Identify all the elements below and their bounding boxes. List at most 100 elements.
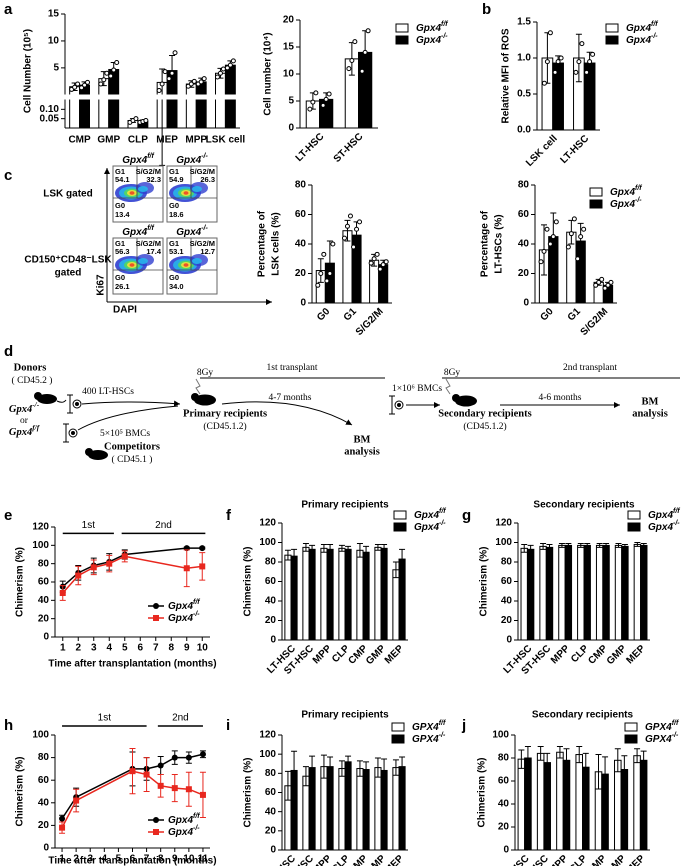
y-axis-label: Chimerism (%)	[243, 546, 254, 616]
y-tick-label: 120	[259, 518, 276, 529]
data-point	[359, 68, 365, 74]
data-point	[166, 76, 172, 82]
y-tick-label: 100	[259, 537, 276, 548]
y-axis-label: Cell number (10⁴)	[263, 32, 274, 115]
y-tick-label: 100	[32, 730, 49, 741]
y-tick-label: 60	[498, 776, 510, 787]
x-tick-label: 6	[137, 643, 143, 654]
legend-marker	[153, 829, 159, 835]
error-bar	[338, 544, 345, 552]
y-axis-label: Percentage of	[480, 210, 491, 277]
error-bar	[356, 542, 363, 558]
legend-swatch	[589, 187, 603, 197]
y-tick-label: 0	[300, 298, 306, 309]
data-point	[578, 234, 584, 240]
y-tick-label: 40	[38, 595, 50, 606]
column-header: Gpx4-/-	[176, 225, 208, 237]
bar	[392, 569, 400, 641]
data-point	[172, 50, 178, 56]
data-point	[383, 259, 389, 265]
error-bar	[614, 748, 621, 773]
x-tick-label: G1	[342, 306, 360, 324]
y-tick-label: 20	[283, 15, 295, 26]
radiation-icon	[195, 378, 201, 395]
y-tick-label: 60	[38, 775, 50, 786]
row-label: CD150⁺CD48⁻LSK	[24, 255, 112, 266]
data-point	[191, 78, 197, 84]
panel-label: f	[226, 507, 232, 524]
x-tick-label: GMP	[97, 135, 120, 146]
data-point	[201, 76, 207, 82]
error-bar	[634, 542, 641, 547]
gate-value: 12.7	[200, 247, 215, 256]
data-point	[114, 59, 120, 65]
error-bar	[363, 761, 370, 778]
x-tick-label: 10	[183, 854, 195, 865]
data-point	[352, 39, 358, 45]
error-bar	[621, 543, 628, 549]
data-point	[313, 90, 319, 96]
legend-label: GPX4f/f	[412, 720, 446, 732]
legend-swatch	[393, 522, 407, 532]
data-point	[552, 69, 558, 75]
bar	[633, 543, 642, 641]
y-tick-label: 80	[518, 180, 530, 191]
bar	[614, 759, 622, 851]
series-line	[62, 555, 203, 594]
gate-value: 18.6	[169, 210, 184, 219]
x-tick-label: 5	[116, 854, 122, 865]
panel-label: d	[4, 343, 13, 360]
data-point	[75, 81, 81, 87]
data-point	[143, 771, 150, 778]
y-tick-label: 5	[53, 63, 59, 74]
data-point	[608, 279, 614, 285]
x-tick-label: 7	[144, 854, 150, 865]
data-point	[129, 768, 136, 775]
y-axis-label: LSK cells (%)	[271, 212, 282, 275]
legend-swatch	[605, 23, 619, 33]
data-point	[217, 70, 223, 76]
flow-density	[138, 258, 148, 264]
analysis: analysis	[344, 446, 380, 457]
x-tick-label: 3	[91, 643, 97, 654]
y-tick-label: 0.05	[40, 113, 60, 124]
error-bar	[381, 758, 388, 783]
transfer-cells: 1×10⁶ BMCs	[392, 384, 442, 394]
legend-marker	[153, 817, 159, 823]
mouse-icon	[452, 394, 477, 407]
flow-density	[129, 191, 135, 195]
bar	[326, 766, 334, 851]
error-bar	[556, 746, 563, 759]
bar	[338, 547, 346, 641]
gate-label: G1	[169, 167, 179, 176]
data-point	[101, 77, 107, 83]
error-bar	[326, 240, 333, 286]
data-point	[75, 572, 82, 579]
error-bar	[518, 749, 525, 769]
legend-swatch	[627, 522, 641, 532]
y-tick-label: 120	[32, 522, 49, 533]
data-point	[321, 251, 327, 257]
x-tick-label: LT-HSC	[558, 133, 591, 166]
genotype-or: or	[20, 416, 29, 426]
y-tick-label: 0	[270, 845, 276, 856]
bar	[392, 767, 400, 851]
annotation: 2nd	[155, 520, 172, 531]
bar	[583, 544, 591, 641]
x-axis-label: Time after transplantation (months)	[48, 856, 216, 866]
error-bar	[381, 543, 388, 553]
data-point	[59, 815, 66, 822]
data-point	[354, 226, 360, 232]
error-bar	[524, 746, 531, 770]
data-point	[323, 96, 329, 102]
error-bar	[363, 545, 370, 559]
data-point	[90, 564, 97, 571]
competitor-strain: ( CD45.1 )	[112, 454, 153, 465]
y-tick-label: 1.0	[517, 53, 531, 64]
y-tick-label: 20	[295, 268, 307, 279]
bar	[536, 752, 545, 851]
bar	[556, 751, 564, 851]
transplant-1: 1st transplant	[267, 363, 318, 373]
bar	[284, 554, 292, 641]
legend-swatch	[391, 722, 405, 732]
